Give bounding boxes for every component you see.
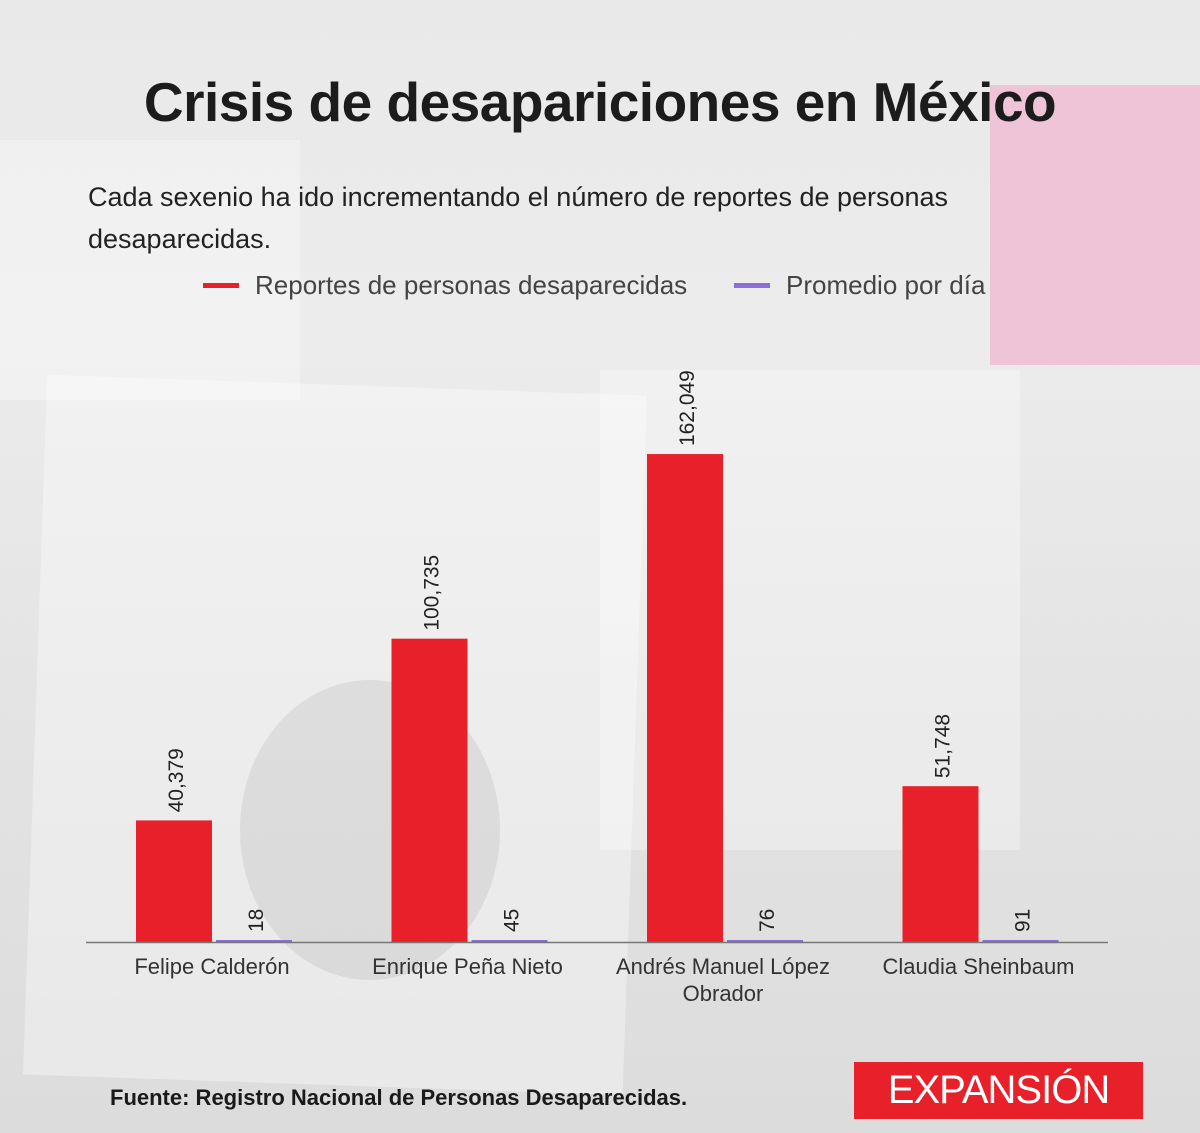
data-label: 51,748 <box>932 714 955 778</box>
legend-swatch-purple <box>734 283 770 288</box>
legend-item-promedio: Promedio por día <box>734 270 985 301</box>
logo-text: EXPANSIÓN <box>887 1068 1110 1112</box>
bar-reportes <box>391 638 468 942</box>
x-tick-label: Andrés Manuel López <box>616 954 830 979</box>
bar-reportes <box>136 820 212 942</box>
legend-item-reportes: Reportes de personas desaparecidas <box>203 270 687 301</box>
chart-subtitle: Cada sexenio ha ido incrementando el núm… <box>88 182 949 254</box>
bar-promedio <box>216 940 292 942</box>
x-tick-label: Felipe Calderón <box>134 954 289 979</box>
bar-promedio <box>471 940 548 942</box>
bar-reportes <box>647 454 723 942</box>
data-label: 18 <box>245 909 268 932</box>
data-label: 76 <box>756 909 779 932</box>
data-label: 45 <box>501 909 524 932</box>
legend-label: Reportes de personas desaparecidas <box>255 270 688 300</box>
data-label: 91 <box>1012 909 1035 932</box>
data-label: 100,735 <box>421 555 444 631</box>
data-label: 40,379 <box>165 748 188 812</box>
x-tick-label: Enrique Peña Nieto <box>372 954 563 979</box>
x-tick-label: Claudia Sheinbaum <box>882 954 1074 979</box>
data-label: 162,049 <box>676 370 699 446</box>
bar-promedio <box>727 940 803 942</box>
bar-promedio <box>982 940 1059 942</box>
legend-label: Promedio por día <box>786 270 986 300</box>
x-tick-label: Obrador <box>683 981 764 1006</box>
source-note: Fuente: Registro Nacional de Personas De… <box>110 1085 688 1110</box>
expansion-logo: EXPANSIÓN <box>854 1062 1143 1119</box>
chart-title: Crisis de desapariciones en México <box>143 71 1057 133</box>
legend-swatch-red <box>203 283 239 288</box>
bar-reportes <box>902 786 979 942</box>
